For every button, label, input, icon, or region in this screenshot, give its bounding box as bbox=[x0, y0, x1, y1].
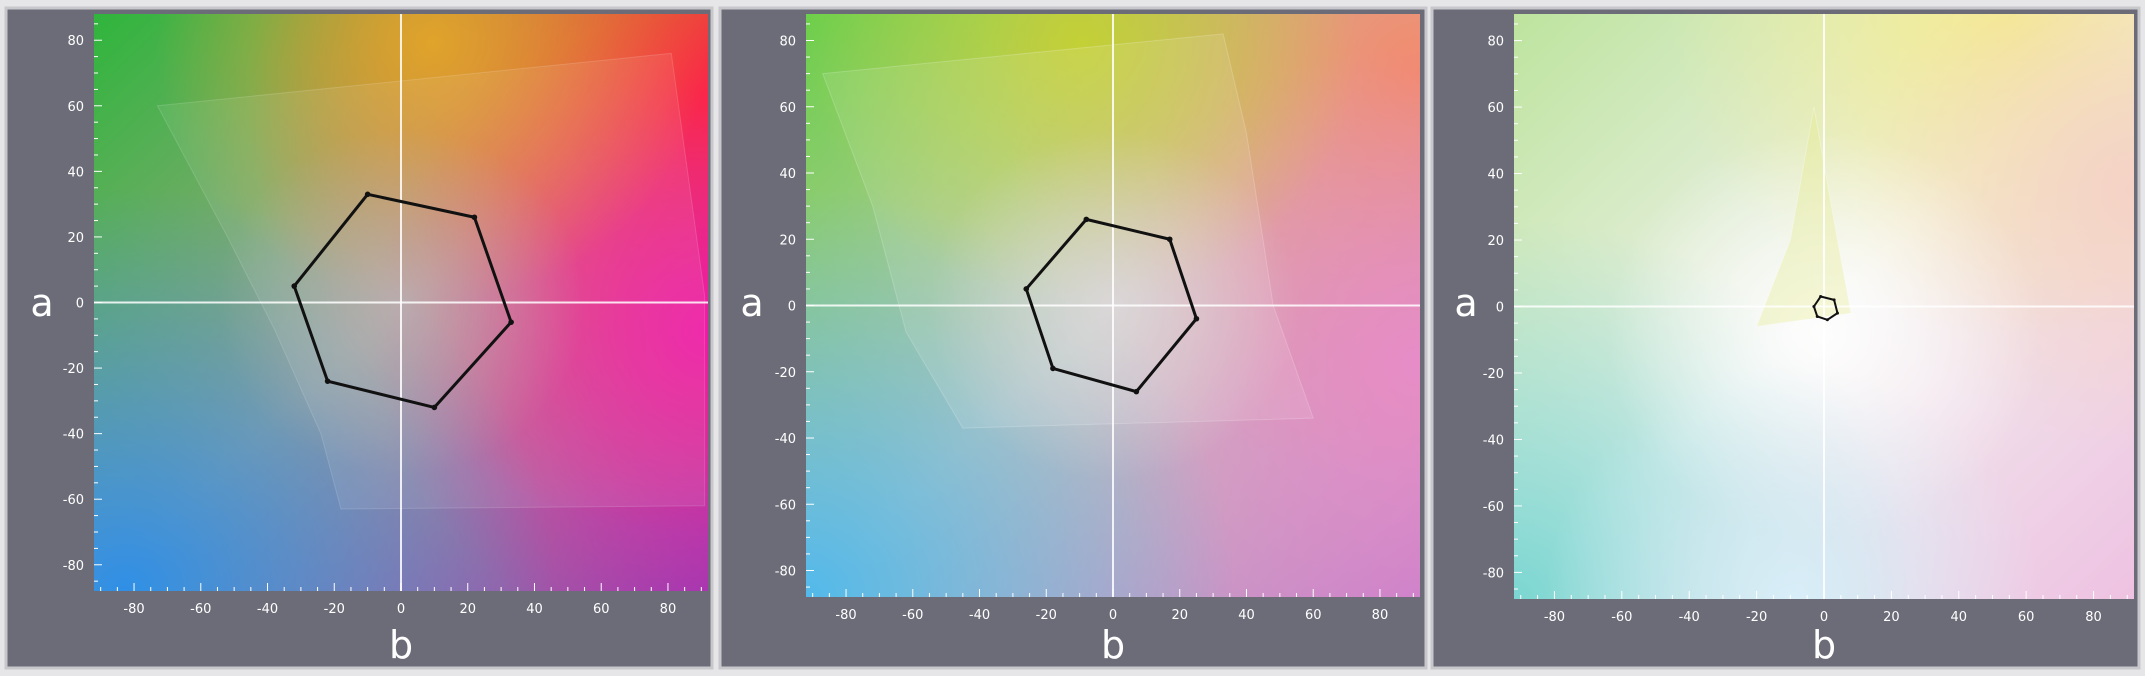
hexagon-vertex bbox=[1835, 311, 1839, 315]
axes: -80 -60 -40 -20 0 20 40 60 80 80 60 40 20 0 -20 -40 -60 -… bbox=[1483, 14, 2134, 625]
x-tick-label: 40 bbox=[526, 602, 543, 617]
x-tick-label: 80 bbox=[1372, 608, 1389, 623]
x-tick-label: -80 bbox=[123, 602, 144, 617]
hexagon-vertex bbox=[431, 404, 438, 411]
gamut-region bbox=[821, 33, 1314, 429]
panel-3: -80 -60 -40 -20 0 20 40 60 80 80 60 40 20 0 -20 -40 -60 -… bbox=[1430, 6, 2141, 670]
hexagon-vertex bbox=[508, 319, 514, 325]
y-tick-label: 80 bbox=[779, 35, 796, 50]
x-tick-label: 20 bbox=[1171, 608, 1188, 623]
x-tick-label: -20 bbox=[324, 602, 345, 617]
y-tick-label: -60 bbox=[775, 498, 796, 513]
x-tick-label: 40 bbox=[1238, 608, 1255, 623]
panel-2: -80 -60 -40 -20 0 20 40 60 80 80 60 40 20 0 -20 -40 -60 -… bbox=[718, 6, 1428, 670]
y-tick-label: -20 bbox=[63, 362, 84, 377]
hexagon-vertex bbox=[1023, 286, 1030, 292]
hexagon-vertex bbox=[1825, 318, 1829, 322]
y-tick-label: 60 bbox=[779, 101, 796, 116]
x-tick-label: 20 bbox=[1883, 610, 1900, 625]
y-tick-label: 0 bbox=[788, 300, 796, 315]
x-axis-label: b bbox=[389, 623, 413, 667]
hexagon-vertex bbox=[324, 378, 331, 384]
x-tick-label: 60 bbox=[1305, 608, 1322, 623]
hexagon-vertex bbox=[1815, 314, 1819, 318]
y-axis-label: a bbox=[30, 281, 53, 325]
x-tick-label: 60 bbox=[593, 602, 610, 617]
y-axis-label: a bbox=[740, 281, 763, 325]
x-tick-label: -40 bbox=[969, 608, 990, 623]
x-tick-label: -60 bbox=[190, 602, 211, 617]
hexagon-vertex bbox=[364, 191, 371, 198]
y-axis-label: a bbox=[1454, 281, 1477, 325]
y-tick-label: 80 bbox=[1487, 35, 1504, 50]
x-tick-label: 0 bbox=[397, 602, 405, 617]
hexagon-vertex bbox=[1133, 388, 1140, 395]
x-tick-label: 60 bbox=[2018, 610, 2035, 625]
x-axis-label: b bbox=[1812, 623, 1836, 667]
y-tick-label: -60 bbox=[1483, 500, 1504, 515]
y-tick-label: 40 bbox=[67, 165, 84, 180]
y-tick-label: -40 bbox=[63, 428, 84, 443]
x-tick-label: -40 bbox=[1679, 610, 1700, 625]
x-tick-label: 40 bbox=[1951, 610, 1968, 625]
hexagon-vertex bbox=[1832, 298, 1836, 302]
x-tick-label: 0 bbox=[1820, 610, 1828, 625]
hexagon-vertex bbox=[1083, 216, 1090, 223]
hexagon-vertex bbox=[1050, 365, 1056, 372]
y-tick-label: 0 bbox=[1496, 301, 1504, 316]
x-tick-label: -40 bbox=[257, 602, 278, 617]
y-tick-label: -80 bbox=[775, 565, 796, 580]
hexagon-vertex bbox=[1819, 295, 1823, 299]
axes: -80 -60 -40 -20 0 20 40 60 80 80 60 40 20 0 -20 -40 -60 -… bbox=[775, 14, 1420, 623]
y-tick-label: 0 bbox=[76, 297, 84, 312]
y-tick-label: -80 bbox=[1483, 566, 1504, 581]
y-tick-label: -40 bbox=[1483, 433, 1504, 448]
x-tick-label: 80 bbox=[2085, 610, 2102, 625]
y-tick-label: -20 bbox=[775, 366, 796, 381]
y-tick-label: -40 bbox=[775, 432, 796, 447]
x-axis-label: b bbox=[1101, 623, 1125, 667]
y-tick-label: -80 bbox=[63, 559, 84, 574]
gamut-region bbox=[1755, 106, 1852, 328]
x-tick-label: 0 bbox=[1109, 608, 1117, 623]
y-tick-label: 40 bbox=[779, 167, 796, 182]
hexagon-vertex bbox=[1166, 236, 1173, 243]
y-tick-label: -20 bbox=[1483, 367, 1504, 382]
y-tick-label: 40 bbox=[1487, 168, 1504, 183]
hexagon-vertex bbox=[1193, 315, 1200, 322]
y-tick-label: 20 bbox=[779, 233, 796, 248]
axes: -80 -60 -40 -20 0 20 40 60 80 80 60 40 20 0 -20 -40 -60 -… bbox=[63, 14, 708, 617]
x-tick-label: -20 bbox=[1746, 610, 1767, 625]
x-tick-label: -60 bbox=[902, 608, 923, 623]
hexagon-vertex bbox=[471, 214, 478, 221]
hexagon-vertex bbox=[291, 283, 298, 289]
y-tick-label: 80 bbox=[67, 34, 84, 49]
y-tick-label: 60 bbox=[67, 100, 84, 115]
gamut-region bbox=[156, 52, 706, 510]
x-tick-label: -80 bbox=[835, 608, 856, 623]
y-tick-label: -60 bbox=[63, 493, 84, 508]
hexagon-vertex bbox=[1812, 305, 1816, 308]
x-tick-label: -60 bbox=[1611, 610, 1632, 625]
x-tick-label: 80 bbox=[660, 602, 677, 617]
x-tick-label: -20 bbox=[1036, 608, 1057, 623]
y-tick-label: 60 bbox=[1487, 101, 1504, 116]
panel-1: -80 -60 -40 -20 0 20 40 60 80 80 60 40 20 0 -20 -40 -60 -… bbox=[4, 6, 714, 670]
x-tick-label: -80 bbox=[1544, 610, 1565, 625]
x-tick-label: 20 bbox=[459, 602, 476, 617]
y-tick-label: 20 bbox=[1487, 234, 1504, 249]
y-tick-label: 20 bbox=[67, 231, 84, 246]
